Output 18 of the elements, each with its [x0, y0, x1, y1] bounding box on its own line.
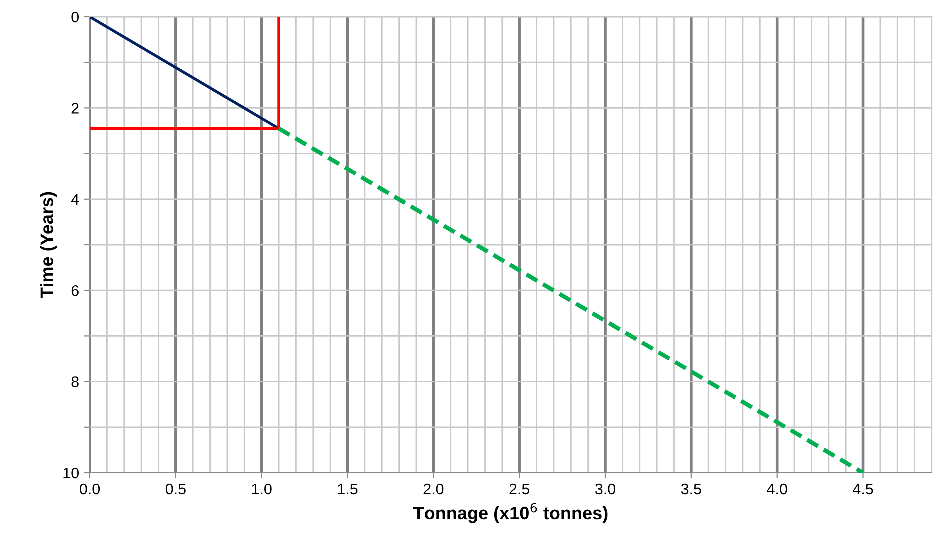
y-tick-label: 6 — [72, 285, 79, 296]
x-tick-label: 3.5 — [681, 484, 702, 495]
x-tick-label: 3.0 — [595, 484, 616, 495]
x-axis-title: Tonnage (x10$^{6}$ tonnes) — [414, 503, 608, 524]
x-tick-label: 1.5 — [338, 484, 358, 495]
y-tick-label: 0 — [72, 12, 79, 23]
x-tick-label: 1.0 — [252, 484, 272, 495]
y-tick-label: 8 — [72, 376, 79, 388]
y-tick-label: 10 — [64, 468, 79, 479]
y-axis-title: Time (Years) — [40, 192, 58, 298]
x-tick-label: 0.5 — [166, 484, 186, 495]
y-tick-label: 2 — [72, 103, 79, 114]
x-tick-label: 4.0 — [767, 484, 788, 495]
x-tick-label: 4.5 — [853, 484, 874, 495]
y-tick-label: 4 — [71, 194, 80, 205]
x-tick-label: 2.5 — [510, 484, 530, 495]
x-tick-label: 0.0 — [80, 484, 100, 495]
x-tick-label: 2.0 — [424, 484, 444, 495]
